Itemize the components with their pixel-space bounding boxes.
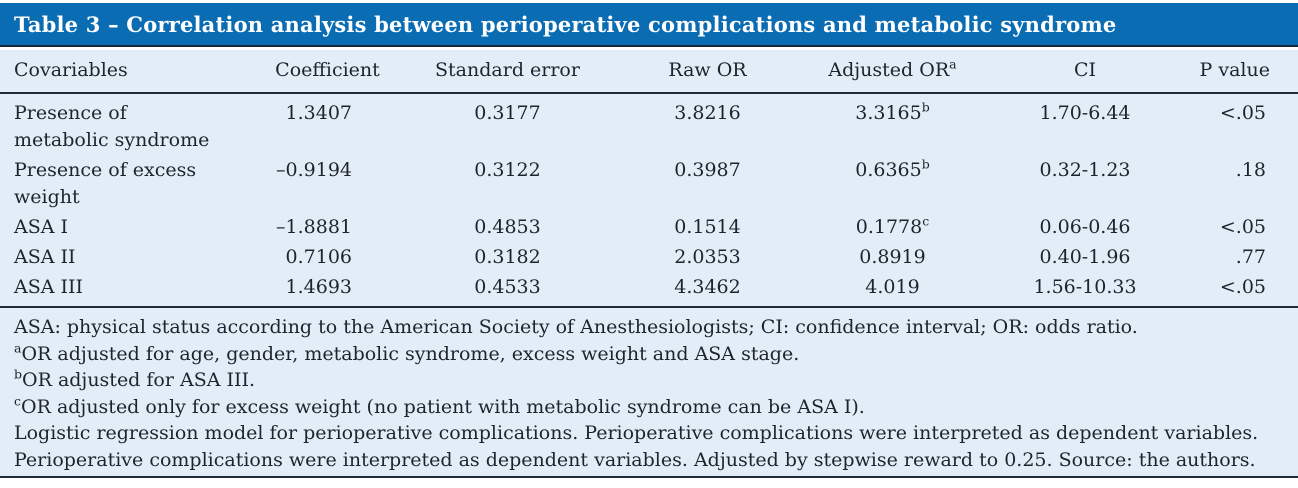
table-row: Presence of metabolic syndrome 1.3407 0.… (0, 93, 1298, 155)
column-header-ci: CI (985, 50, 1185, 94)
cell-standard-error: 0.4533 (474, 276, 541, 298)
cell-p-value: <.05 (1219, 216, 1266, 238)
cell-ci: 1.70-6.44 (1039, 102, 1131, 124)
cell-ci: 1.56-10.33 (1033, 276, 1137, 298)
cell-covariable: ASA II (14, 246, 76, 268)
cell-coefficient: –1.8881 (276, 216, 352, 238)
table-row: ASA II 0.7106 0.3182 2.0353 0.8919 0.40-… (0, 242, 1298, 272)
column-header-adjusted-or: Adjusted ORa (800, 50, 985, 94)
cell-standard-error: 0.3182 (474, 246, 541, 268)
cell-adjusted-or: 0.1778c (855, 213, 930, 238)
table-body: Presence of metabolic syndrome 1.3407 0.… (0, 93, 1298, 306)
cell-p-value: <.05 (1219, 276, 1266, 298)
cell-adjusted-or: 0.6365b (855, 156, 930, 181)
table-title: Table 3 – Correlation analysis between p… (14, 11, 1117, 37)
column-header-p-value: P value (1185, 50, 1298, 94)
correlation-table: Covariables Coefficient Standard error R… (0, 50, 1298, 306)
cell-ci: 0.40-1.96 (1039, 246, 1131, 268)
cell-covariable: ASA III (14, 276, 84, 298)
cell-covariable: Presence of metabolic syndrome (14, 102, 210, 151)
cell-standard-error: 0.3122 (474, 159, 541, 181)
cell-coefficient: 0.7106 (285, 246, 352, 268)
table-title-bar: Table 3 – Correlation analysis between p… (0, 3, 1298, 47)
cell-coefficient: 1.3407 (285, 102, 352, 124)
footnote-model-description: Logistic regression model for perioperat… (14, 422, 1259, 471)
column-header-standard-error: Standard error (400, 50, 615, 94)
footnote-abbreviations: ASA: physical status according to the Am… (14, 316, 1138, 338)
table-footnotes: ASA: physical status according to the Am… (0, 306, 1298, 476)
footnote-c: cOR adjusted only for excess weight (no … (14, 393, 865, 418)
cell-adjusted-or: 3.3165b (855, 99, 930, 124)
cell-coefficient: 1.4693 (285, 276, 352, 298)
cell-coefficient: –0.9194 (276, 159, 352, 181)
cell-adjusted-or: 4.019 (865, 276, 920, 298)
table-row: Presence of excess weight –0.9194 0.3122… (0, 155, 1298, 212)
cell-p-value: <.05 (1219, 102, 1266, 124)
table-row: ASA I –1.8881 0.4853 0.1514 0.1778c 0.06… (0, 212, 1298, 242)
cell-raw-or: 2.0353 (674, 246, 741, 268)
cell-raw-or: 3.8216 (674, 102, 741, 124)
column-header-coefficient: Coefficient (255, 50, 400, 94)
cell-covariable: Presence of excess weight (14, 159, 197, 208)
footnote-a: aOR adjusted for age, gender, metabolic … (14, 340, 800, 365)
cell-p-value: .77 (1235, 246, 1266, 268)
cell-standard-error: 0.3177 (474, 102, 541, 124)
cell-standard-error: 0.4853 (474, 216, 541, 238)
column-header-covariables: Covariables (0, 50, 255, 94)
cell-ci: 0.06-0.46 (1039, 216, 1131, 238)
table-header-row: Covariables Coefficient Standard error R… (0, 50, 1298, 94)
cell-adjusted-or: 0.8919 (859, 246, 926, 268)
cell-ci: 0.32-1.23 (1039, 159, 1131, 181)
cell-covariable: ASA I (14, 216, 69, 238)
cell-p-value: .18 (1235, 159, 1266, 181)
table-row: ASA III 1.4693 0.4533 4.3462 4.019 1.56-… (0, 272, 1298, 306)
table-region: Covariables Coefficient Standard error R… (0, 50, 1298, 478)
column-header-raw-or: Raw OR (615, 50, 800, 94)
cell-raw-or: 0.1514 (674, 216, 741, 238)
cell-raw-or: 0.3987 (674, 159, 741, 181)
footnote-b: bOR adjusted for ASA III. (14, 366, 256, 391)
cell-raw-or: 4.3462 (674, 276, 741, 298)
